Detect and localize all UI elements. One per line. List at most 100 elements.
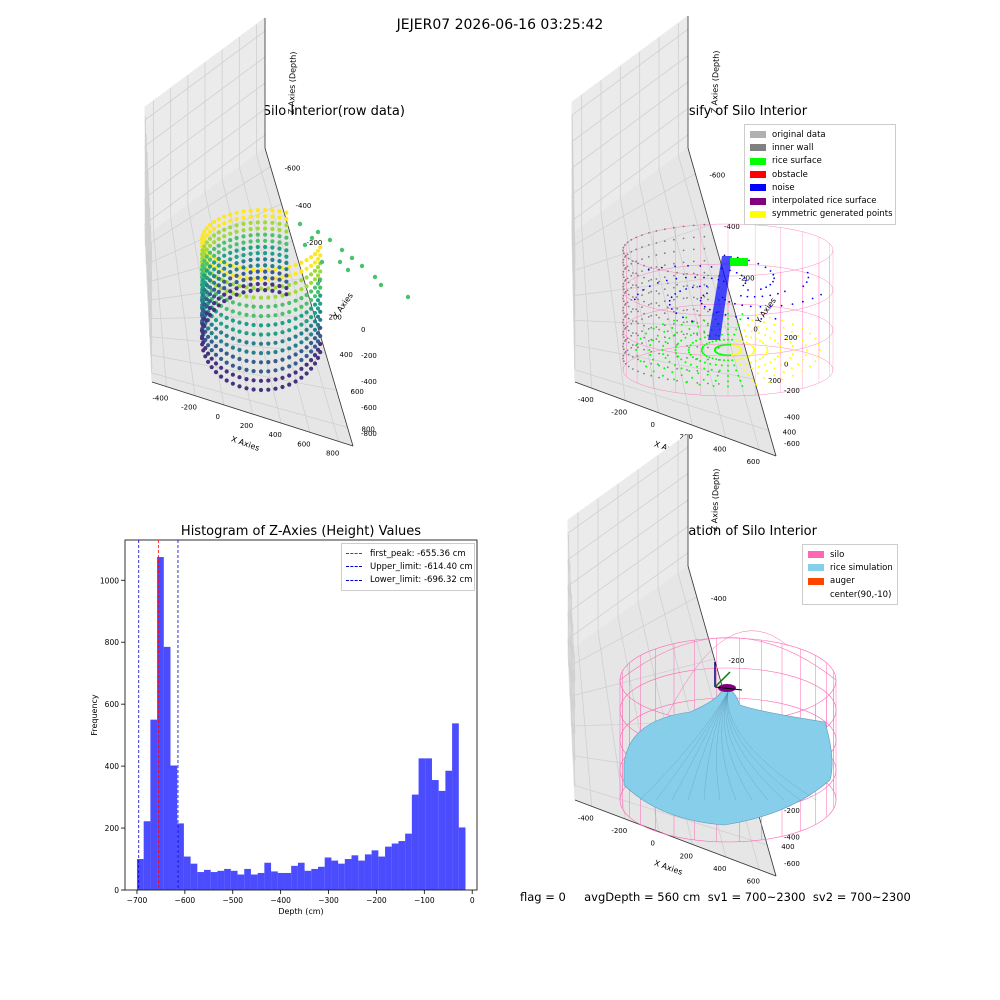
data-point — [720, 364, 723, 367]
data-point — [284, 223, 289, 228]
data-point — [280, 293, 285, 298]
data-point — [645, 365, 648, 368]
data-point — [689, 334, 692, 337]
data-point — [228, 244, 233, 249]
grid-line — [144, 82, 266, 173]
data-point — [207, 306, 213, 311]
data-point — [686, 345, 688, 347]
data-point — [744, 335, 747, 338]
data-point — [212, 307, 217, 312]
data-point — [680, 374, 683, 377]
data-point — [692, 224, 695, 227]
data-point — [622, 294, 625, 297]
data-point — [251, 378, 256, 383]
data-point — [650, 326, 653, 329]
histogram-bar — [284, 872, 292, 890]
data-point — [273, 294, 278, 299]
data-point — [728, 301, 731, 303]
data-point — [212, 226, 217, 231]
data-point — [707, 382, 709, 385]
data-point — [727, 385, 729, 388]
legend-swatch — [808, 577, 824, 585]
grid-line — [144, 171, 153, 318]
data-point — [212, 287, 217, 292]
data-point — [703, 295, 706, 298]
histogram-bar — [391, 843, 399, 890]
grid-line — [571, 115, 576, 264]
data-point — [641, 294, 643, 296]
data-point — [727, 317, 729, 320]
grid-line — [144, 145, 153, 292]
data-point — [655, 278, 658, 280]
data-point — [636, 354, 639, 357]
data-point — [200, 233, 205, 238]
data-point — [273, 368, 278, 373]
data-point — [727, 343, 729, 346]
data-point — [727, 338, 729, 341]
grid-line — [153, 230, 167, 387]
data-point — [769, 270, 772, 272]
data-point — [802, 300, 804, 303]
data-point — [792, 323, 794, 326]
data-point — [765, 370, 768, 372]
data-point — [234, 223, 239, 228]
grid-line — [572, 173, 696, 247]
x-tick-label: 200 — [240, 422, 253, 430]
data-point — [622, 342, 625, 345]
data-point — [309, 323, 314, 328]
data-point — [293, 298, 298, 303]
data-point — [284, 254, 289, 259]
data-point — [692, 332, 695, 335]
data-point — [635, 320, 638, 323]
data-point — [698, 285, 701, 288]
histogram-bar — [411, 794, 419, 890]
data-point — [251, 267, 256, 272]
data-point — [263, 232, 268, 237]
data-point — [241, 240, 246, 245]
data-point — [633, 298, 636, 301]
data-point — [207, 250, 213, 255]
axis-arrow-y — [714, 671, 731, 688]
data-point — [707, 334, 709, 337]
data-point — [206, 359, 211, 364]
data-point — [228, 295, 233, 300]
data-point — [241, 265, 246, 270]
data-point — [280, 311, 285, 316]
data-point — [748, 259, 750, 262]
data-point — [647, 304, 650, 306]
grid-line — [571, 55, 689, 142]
z-tick-label: -400 — [361, 378, 377, 386]
data-point — [222, 292, 227, 297]
data-point — [287, 319, 292, 324]
data-point — [710, 368, 713, 371]
data-point — [692, 296, 695, 299]
data-point — [224, 342, 229, 347]
data-point — [228, 289, 233, 294]
data-point — [216, 263, 221, 268]
data-point — [703, 353, 706, 356]
data-point — [696, 334, 699, 336]
histogram-bar — [371, 850, 379, 890]
grid-line — [574, 784, 768, 846]
data-point — [241, 234, 246, 239]
data-point — [716, 374, 719, 377]
data-point — [820, 293, 822, 296]
y-tick-label: 0 — [114, 886, 119, 895]
data-point — [230, 300, 235, 305]
data-point — [688, 370, 691, 372]
y-axis-label: Frequency — [90, 694, 99, 736]
data-point — [682, 316, 684, 319]
data-point — [676, 283, 678, 286]
z-tick-label: 0 — [361, 326, 365, 334]
data-point — [622, 300, 625, 303]
histogram-bar — [438, 790, 446, 890]
data-point — [248, 276, 253, 281]
legend-label: first_peak: -655.36 cm — [370, 548, 466, 559]
data-point — [293, 271, 298, 276]
data-point — [769, 361, 772, 364]
data-point — [299, 304, 304, 309]
data-point — [655, 302, 658, 304]
x-tick-label: −400 — [270, 896, 291, 905]
data-point — [643, 348, 645, 351]
mesh-line — [721, 691, 737, 801]
